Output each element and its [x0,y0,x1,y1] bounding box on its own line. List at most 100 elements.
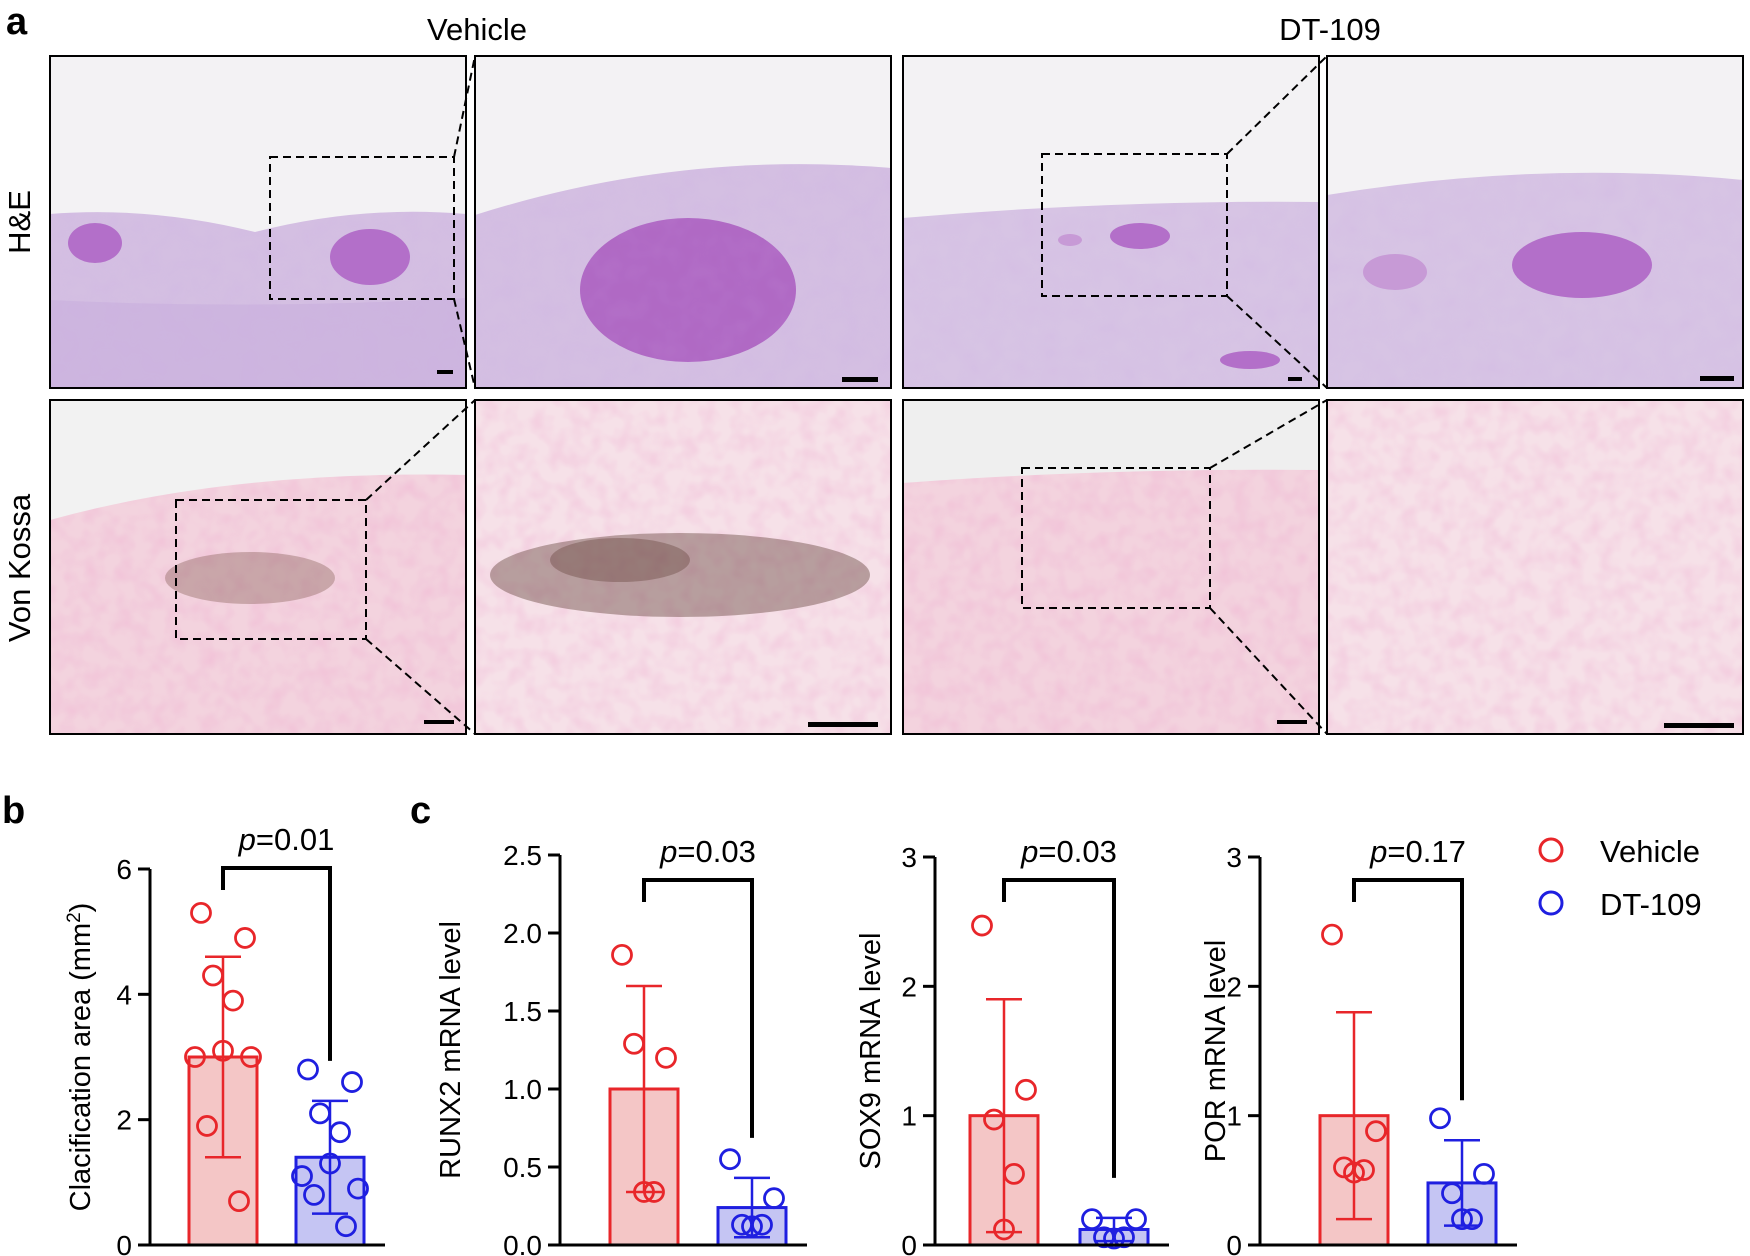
data-point-c3-vehicle [1353,1159,1375,1181]
data-point-b-vehicle [240,1046,262,1068]
y-axis-label-superscript: 2 [64,912,85,923]
p-symbol: p [238,822,256,857]
y-tick-label-b: 0 [116,1230,132,1256]
y-tick-label-c1: 1.5 [503,996,542,1027]
micrograph-vk-dt109-overview [903,400,1319,734]
zoom-connectors [365,55,1328,735]
data-point-c2-vehicle [983,1108,1005,1131]
data-point-c2-dt109 [1113,1226,1135,1249]
y-tick-label-b: 6 [116,854,132,885]
data-point-b-vehicle [190,901,212,924]
data-point-b-dt109 [347,1177,369,1200]
micrograph-he-vehicle-overview [50,56,466,388]
data-point-c3-dt109 [1473,1162,1495,1185]
chart-b: 0 2 4 6 Clacification area (mm2) p=0.01 [64,822,385,1256]
y-tick-label-c2: 3 [901,842,917,873]
data-point-c2-vehicle [1015,1078,1037,1101]
y-axis-label-b: Clacification area (mm2) [64,903,98,1212]
data-point-c3-dt109 [1461,1208,1483,1231]
data-point-c3-vehicle [1365,1120,1387,1143]
data-point-c3-dt109 [1451,1208,1473,1231]
column-header-vehicle: Vehicle [427,12,527,47]
p-value-b: p=0.01 [238,822,335,857]
data-point-b-vehicle [184,1046,206,1068]
data-point-c3-vehicle [1343,1161,1365,1184]
y-tick-label-c1: 1.0 [503,1074,542,1105]
data-point-b-dt109 [341,1071,363,1093]
significance-bracket-c1 [642,878,754,1138]
frame-vk-dt109-zoom [1326,399,1744,735]
legend-vehicle-label: Vehicle [1600,834,1700,869]
data-point-b-vehicle [202,964,224,987]
y-tick-label-c1: 0.5 [503,1152,542,1183]
data-point-c1-dt109 [741,1215,763,1238]
legend-vehicle-marker [1538,837,1564,863]
y-tick-label-c1: 2.0 [503,918,542,949]
bar-charts: 0 2 4 6 Clacification area (mm2) p=0.01 0.0 0.5… [64,822,1517,1256]
data-point-b-dt109 [319,1152,341,1175]
frame-he-dt109-zoom [1326,55,1744,389]
data-point-c1-vehicle [611,943,633,966]
significance-bracket-c3 [1352,878,1464,1101]
data-point-b-dt109 [335,1215,357,1238]
p-symbol: p [659,834,677,869]
data-point-c3-dt109 [1429,1107,1451,1130]
data-point-c3-vehicle [1321,923,1343,946]
panel-label-b: b [2,790,25,832]
micrograph-he-dt109-zoom [1327,56,1743,388]
column-header-dt109: DT-109 [1279,12,1381,47]
p-value-c2: p=0.03 [1020,834,1117,869]
y-axis-label-c2: SOX9 mRNA level [855,933,887,1170]
data-point-b-vehicle [228,1190,250,1213]
data-point-b-vehicle [196,1115,218,1137]
y-tick-label-c3: 1 [1226,1101,1242,1132]
frame-he-dt109-overview [902,55,1320,389]
y-axis-label-c1: RUNX2 mRNA level [435,921,467,1179]
data-point-c2-vehicle [971,914,993,937]
y-tick-label-c2: 1 [901,1101,917,1132]
row-label-vonkossa: Von Kossa [2,493,37,642]
data-point-c1-dt109 [763,1187,785,1210]
data-point-c1-vehicle [633,1181,655,1203]
data-point-b-dt109 [291,1165,313,1187]
frame-vk-vehicle-zoom [474,399,892,735]
legend-dt109-marker [1538,890,1564,916]
frame-vk-vehicle-overview [49,399,467,735]
data-point-b-dt109 [297,1058,319,1081]
p-value-c1: p=0.03 [659,834,756,869]
micrograph-he-vehicle-zoom [475,56,891,388]
data-point-c1-vehicle [655,1046,677,1069]
row-label-he: H&E [2,190,37,254]
frame-he-vehicle-overview [49,55,467,389]
chart-c3: 0 1 2 3 POR mRNA level p=0.17 [1200,834,1517,1256]
y-tick-label-c2: 0 [901,1230,917,1256]
y-tick-label-c2: 2 [901,971,917,1002]
chart-c2: 0 1 2 3 SOX9 mRNA level p=0.03 [855,834,1169,1256]
micrograph-he-dt109-overview [903,56,1319,388]
p-symbol: p [1020,834,1038,869]
micrograph-vk-vehicle-zoom [475,400,891,734]
data-point-c2-dt109 [1103,1227,1125,1250]
y-tick-label-c3: 2 [1226,971,1242,1002]
data-point-b-dt109 [309,1102,331,1125]
frame-he-vehicle-zoom [474,55,892,389]
significance-bracket-c2 [1002,878,1116,1178]
panel-label-a: a [6,1,28,43]
data-point-b-vehicle [222,989,244,1012]
data-point-c3-dt109 [1441,1182,1463,1205]
y-axis-label-c3: POR mRNA level [1200,940,1232,1162]
data-point-c1-dt109 [719,1148,741,1171]
data-point-c1-dt109 [751,1213,773,1236]
frame-vk-dt109-overview [902,399,1320,735]
data-point-b-dt109 [303,1183,325,1206]
y-tick-label-c1: 2.5 [503,840,542,871]
data-point-b-vehicle [212,1039,234,1062]
data-point-c2-vehicle [993,1218,1015,1241]
data-point-c1-vehicle [643,1181,665,1203]
p-symbol: p [1369,834,1387,869]
y-tick-label-c3: 0 [1226,1230,1242,1256]
p-value-c3: p=0.17 [1369,834,1466,869]
data-point-c2-dt109 [1081,1208,1103,1231]
y-tick-label-b: 2 [116,1105,132,1136]
